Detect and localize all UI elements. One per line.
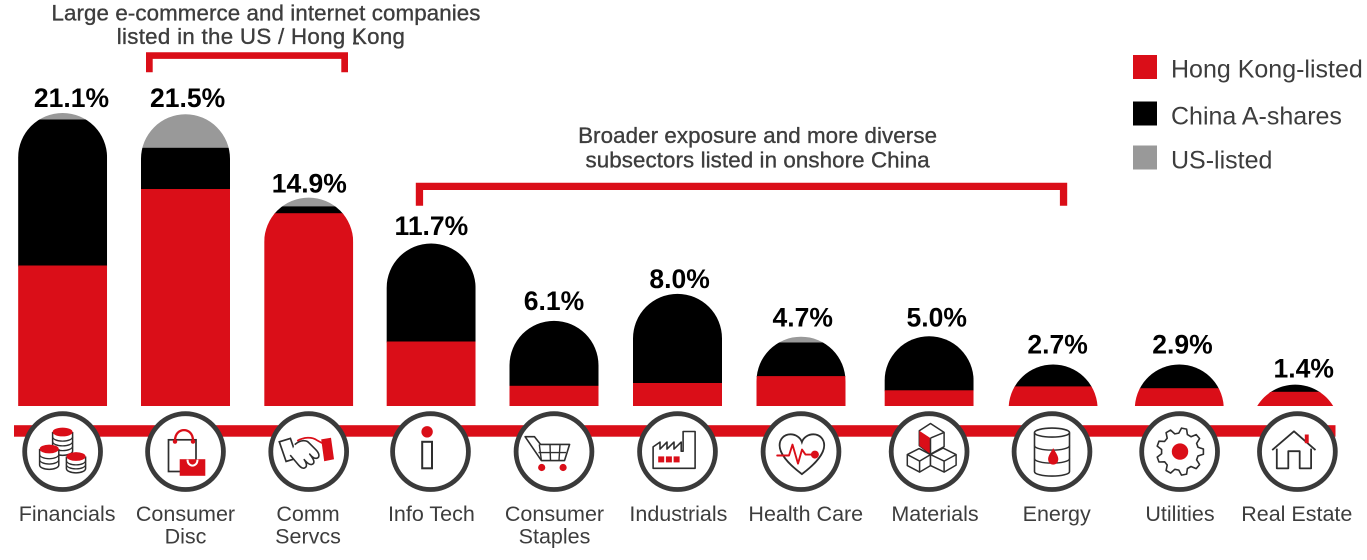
svg-text:Real Estate: Real Estate bbox=[1241, 502, 1352, 526]
svg-text:Disc: Disc bbox=[165, 525, 207, 549]
svg-text:4.7%: 4.7% bbox=[772, 303, 832, 333]
svg-text:Financials: Financials bbox=[19, 502, 116, 526]
svg-text:Consumer: Consumer bbox=[505, 502, 604, 526]
svg-text:Staples: Staples bbox=[519, 525, 591, 549]
svg-text:5.0%: 5.0% bbox=[906, 303, 966, 333]
svg-text:2.7%: 2.7% bbox=[1027, 330, 1087, 360]
svg-text:Hong Kong-listed: Hong Kong-listed bbox=[1171, 56, 1363, 84]
svg-text:Energy: Energy bbox=[1023, 502, 1091, 526]
svg-text:Industrials: Industrials bbox=[629, 502, 727, 526]
svg-text:6.1%: 6.1% bbox=[524, 286, 584, 316]
svg-text:Large e-commerce and internet: Large e-commerce and internet companies bbox=[52, 0, 481, 25]
svg-text:21.5%: 21.5% bbox=[150, 83, 225, 113]
svg-text:Servcs: Servcs bbox=[275, 525, 341, 549]
svg-text:Materials: Materials bbox=[891, 502, 978, 526]
svg-text:Health Care: Health Care bbox=[748, 502, 863, 526]
svg-text:US-listed: US-listed bbox=[1171, 146, 1272, 174]
svg-text:subsectors listed in onshore C: subsectors listed in onshore China bbox=[585, 148, 930, 173]
svg-text:14.9%: 14.9% bbox=[272, 168, 347, 198]
svg-text:Consumer: Consumer bbox=[136, 502, 235, 526]
svg-text:listed in the US / Hong Kong: listed in the US / Hong Kong bbox=[117, 24, 406, 49]
svg-text:11.7%: 11.7% bbox=[395, 211, 469, 241]
svg-text:21.1%: 21.1% bbox=[34, 83, 109, 113]
svg-text:2.9%: 2.9% bbox=[1152, 330, 1212, 360]
svg-text:Broader exposure and more dive: Broader exposure and more diverse bbox=[578, 123, 937, 148]
svg-text:Utilities: Utilities bbox=[1145, 502, 1214, 526]
svg-text:Comm: Comm bbox=[276, 502, 339, 526]
svg-text:1.4%: 1.4% bbox=[1273, 353, 1333, 383]
svg-text:Info Tech: Info Tech bbox=[388, 502, 475, 526]
svg-text:China A-shares: China A-shares bbox=[1171, 102, 1342, 130]
svg-text:8.0%: 8.0% bbox=[649, 264, 709, 294]
